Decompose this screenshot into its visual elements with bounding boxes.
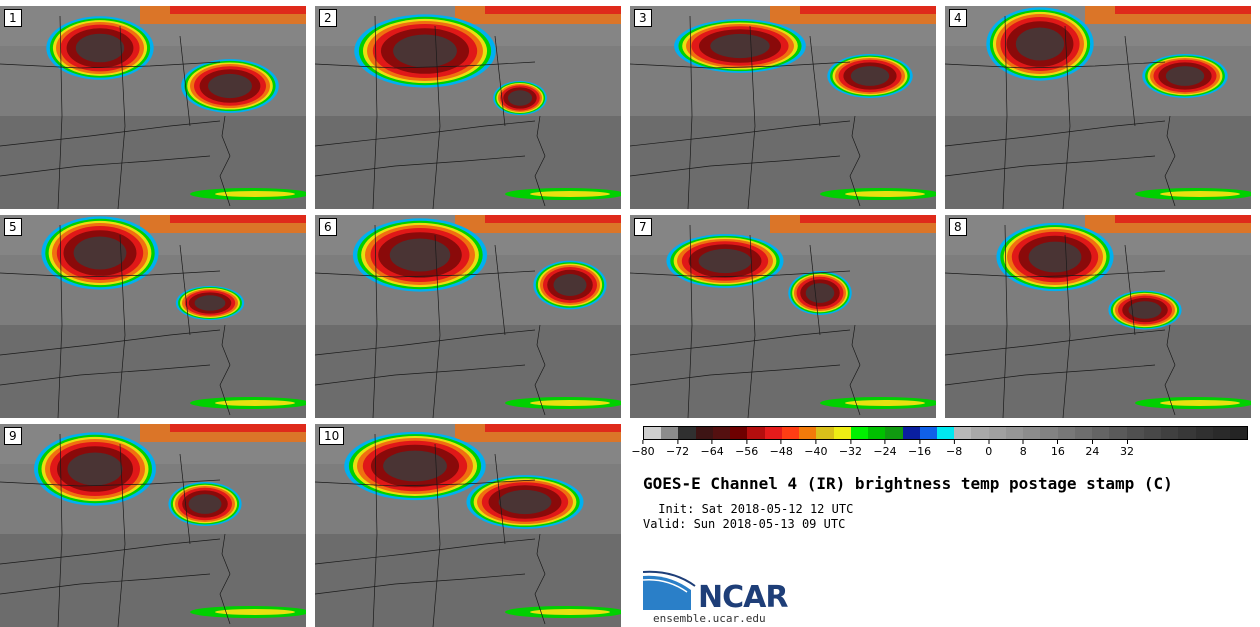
colorbar-segment — [764, 427, 782, 439]
colorbar-segment — [1023, 427, 1041, 439]
colorbar-tick-label: −24 — [873, 440, 897, 458]
colorbar-segment — [1143, 427, 1162, 439]
colorbar-segment — [833, 427, 851, 439]
colorbar-tick-label: 24 — [1085, 440, 1099, 458]
colorbar-segment — [936, 427, 955, 439]
colorbar-tick-label: −16 — [908, 440, 931, 458]
colorbar-tick-label: −48 — [770, 440, 793, 458]
colorbar — [643, 426, 1248, 440]
colorbar-segment — [1212, 427, 1230, 439]
colorbar-segment — [1074, 427, 1093, 439]
colorbar-segment — [1161, 427, 1179, 439]
colorbar-segment — [1092, 427, 1110, 439]
colorbar-tick-label: −56 — [735, 440, 758, 458]
colorbar-segment — [971, 427, 989, 439]
forecast-panel-5: 5 — [0, 215, 306, 418]
forecast-panel-8: 8 — [945, 215, 1251, 418]
panel-label: 4 — [949, 9, 967, 27]
colorbar-segment — [747, 427, 765, 439]
colorbar-tick-label: 0 — [985, 440, 992, 458]
colorbar-tick-label: 16 — [1051, 440, 1065, 458]
colorbar-segment — [799, 427, 817, 439]
colorbar-segment — [1178, 427, 1196, 439]
colorbar-tick-label: −80 — [631, 440, 655, 458]
panel-label: 5 — [4, 218, 22, 236]
plot-title: GOES-E Channel 4 (IR) brightness temp po… — [643, 474, 1173, 493]
colorbar-ticks: −80 −72 −64 −56 −48 −40 −32 −24 −16 −8 0 8 16 24 32 — [631, 440, 1248, 462]
colorbar-segment — [1229, 427, 1248, 439]
forecast-panel-3: 3 — [630, 6, 936, 209]
colorbar-tick-label: 32 — [1120, 440, 1134, 458]
colorbar-segment — [1126, 427, 1144, 439]
colorbar-segment — [919, 427, 937, 439]
panel-label: 3 — [634, 9, 652, 27]
colorbar-segment — [868, 427, 886, 439]
colorbar-segment — [885, 427, 903, 439]
ncar-logo-text: NCAR — [698, 580, 788, 615]
init-time: Init: Sat 2018-05-12 12 UTC — [651, 502, 854, 516]
colorbar-segment — [712, 427, 731, 439]
panel-label: 8 — [949, 218, 967, 236]
site-url: ensemble.ucar.edu — [653, 612, 766, 625]
colorbar-segment — [954, 427, 972, 439]
forecast-panel-7: 7 — [630, 215, 936, 418]
forecast-panel-10: 10 — [315, 424, 621, 627]
forecast-panel-4: 4 — [945, 6, 1251, 209]
colorbar-segment — [730, 427, 748, 439]
colorbar-tick-label: 8 — [1020, 440, 1027, 458]
panel-label: 1 — [4, 9, 22, 27]
forecast-panel-2: 2 — [315, 6, 621, 209]
ncar-logo-icon — [643, 570, 696, 610]
colorbar-segment — [678, 427, 696, 439]
colorbar-segment — [661, 427, 679, 439]
colorbar-segment — [1057, 427, 1075, 439]
colorbar-segment — [988, 427, 1006, 439]
forecast-panel-6: 6 — [315, 215, 621, 418]
colorbar-tick-label: −8 — [946, 440, 962, 458]
colorbar-tick-label: −72 — [666, 440, 689, 458]
colorbar-segment — [1109, 427, 1127, 439]
forecast-panel-9: 9 — [0, 424, 306, 627]
colorbar-tick-label: −32 — [839, 440, 862, 458]
colorbar-tick-label: −40 — [804, 440, 827, 458]
panel-label: 2 — [319, 9, 337, 27]
colorbar-segment — [781, 427, 800, 439]
panel-label: 6 — [319, 218, 337, 236]
colorbar-segment — [816, 427, 834, 439]
colorbar-segment — [1005, 427, 1024, 439]
colorbar-segment — [1040, 427, 1058, 439]
panel-label: 10 — [319, 427, 345, 445]
colorbar-segment — [902, 427, 920, 439]
forecast-panel-1: 1 — [0, 6, 306, 209]
colorbar-segment — [644, 427, 662, 439]
panel-label: 9 — [4, 427, 22, 445]
colorbar-tick-label: −64 — [701, 440, 724, 458]
colorbar-segment — [850, 427, 869, 439]
valid-time: Valid: Sun 2018-05-13 09 UTC — [643, 517, 846, 531]
colorbar-segment — [695, 427, 713, 439]
panel-label: 7 — [634, 218, 652, 236]
colorbar-segment — [1195, 427, 1213, 439]
